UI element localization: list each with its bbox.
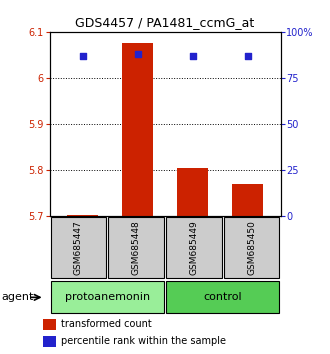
Bar xyxy=(166,281,279,313)
Bar xyxy=(166,217,222,278)
Bar xyxy=(122,43,152,216)
Text: transformed count: transformed count xyxy=(61,319,151,329)
Point xyxy=(190,53,195,59)
Text: GDS4457 / PA1481_ccmG_at: GDS4457 / PA1481_ccmG_at xyxy=(75,17,255,29)
Text: percentile rank within the sample: percentile rank within the sample xyxy=(61,336,226,346)
Bar xyxy=(108,217,164,278)
Point xyxy=(135,51,140,57)
Point xyxy=(80,53,85,59)
Point xyxy=(245,53,250,59)
Text: protoanemonin: protoanemonin xyxy=(65,292,150,302)
Text: agent: agent xyxy=(2,292,34,302)
Bar xyxy=(232,184,263,216)
Text: GSM685450: GSM685450 xyxy=(247,220,256,275)
Bar xyxy=(224,217,279,278)
Bar xyxy=(51,217,106,278)
Bar xyxy=(43,319,56,330)
Text: GSM685448: GSM685448 xyxy=(132,221,141,275)
Bar xyxy=(51,281,164,313)
Text: GSM685449: GSM685449 xyxy=(189,221,198,275)
Text: GSM685447: GSM685447 xyxy=(74,221,83,275)
Bar xyxy=(178,168,208,216)
Bar xyxy=(43,336,56,347)
Text: control: control xyxy=(203,292,242,302)
Bar xyxy=(67,215,98,216)
